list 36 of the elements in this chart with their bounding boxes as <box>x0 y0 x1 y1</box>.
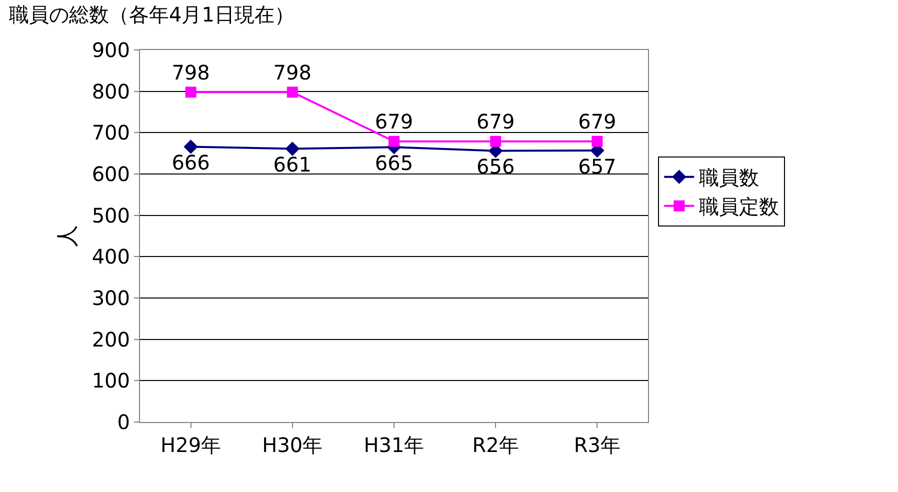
y-tick-label: 300 <box>92 286 130 310</box>
x-tick-label: R2年 <box>472 433 519 457</box>
x-tick-label: H30年 <box>262 433 323 457</box>
y-tick-label: 100 <box>92 368 130 393</box>
point <box>490 136 502 147</box>
x-tick-label: R3年 <box>574 433 621 457</box>
x-tick-label: H31年 <box>364 433 424 457</box>
point <box>285 142 300 156</box>
data-label: 665 <box>374 151 414 176</box>
legend-label: 職員定数 <box>699 194 780 219</box>
y-tick-label: 600 <box>92 162 130 186</box>
data-label: 656 <box>476 154 515 179</box>
data-label: 661 <box>273 152 312 177</box>
data-label: 666 <box>172 150 210 175</box>
y-tick-label: 800 <box>92 79 130 104</box>
data-label: 679 <box>374 109 414 134</box>
y-axis-title: 人 <box>56 225 81 247</box>
point <box>185 86 196 98</box>
x-tick-label: H29年 <box>160 433 222 457</box>
point <box>592 136 603 147</box>
point <box>286 86 298 98</box>
y-tick-label: 400 <box>92 244 130 269</box>
data-label: 798 <box>273 60 312 84</box>
data-label: 657 <box>578 154 616 178</box>
y-tick-label: 900 <box>92 38 130 62</box>
point <box>388 136 400 147</box>
data-label: 679 <box>476 109 515 134</box>
y-tick-label: 200 <box>92 327 130 352</box>
y-tick-label: 500 <box>92 203 130 228</box>
legend-label: 職員数 <box>699 166 760 190</box>
y-tick-label: 0 <box>117 410 130 434</box>
chart-title: 職員の総数（各年4月1日現在） <box>8 2 294 26</box>
y-tick-label: 700 <box>92 120 130 145</box>
data-label: 798 <box>172 60 210 84</box>
data-label: 679 <box>578 109 616 134</box>
point <box>184 140 198 154</box>
